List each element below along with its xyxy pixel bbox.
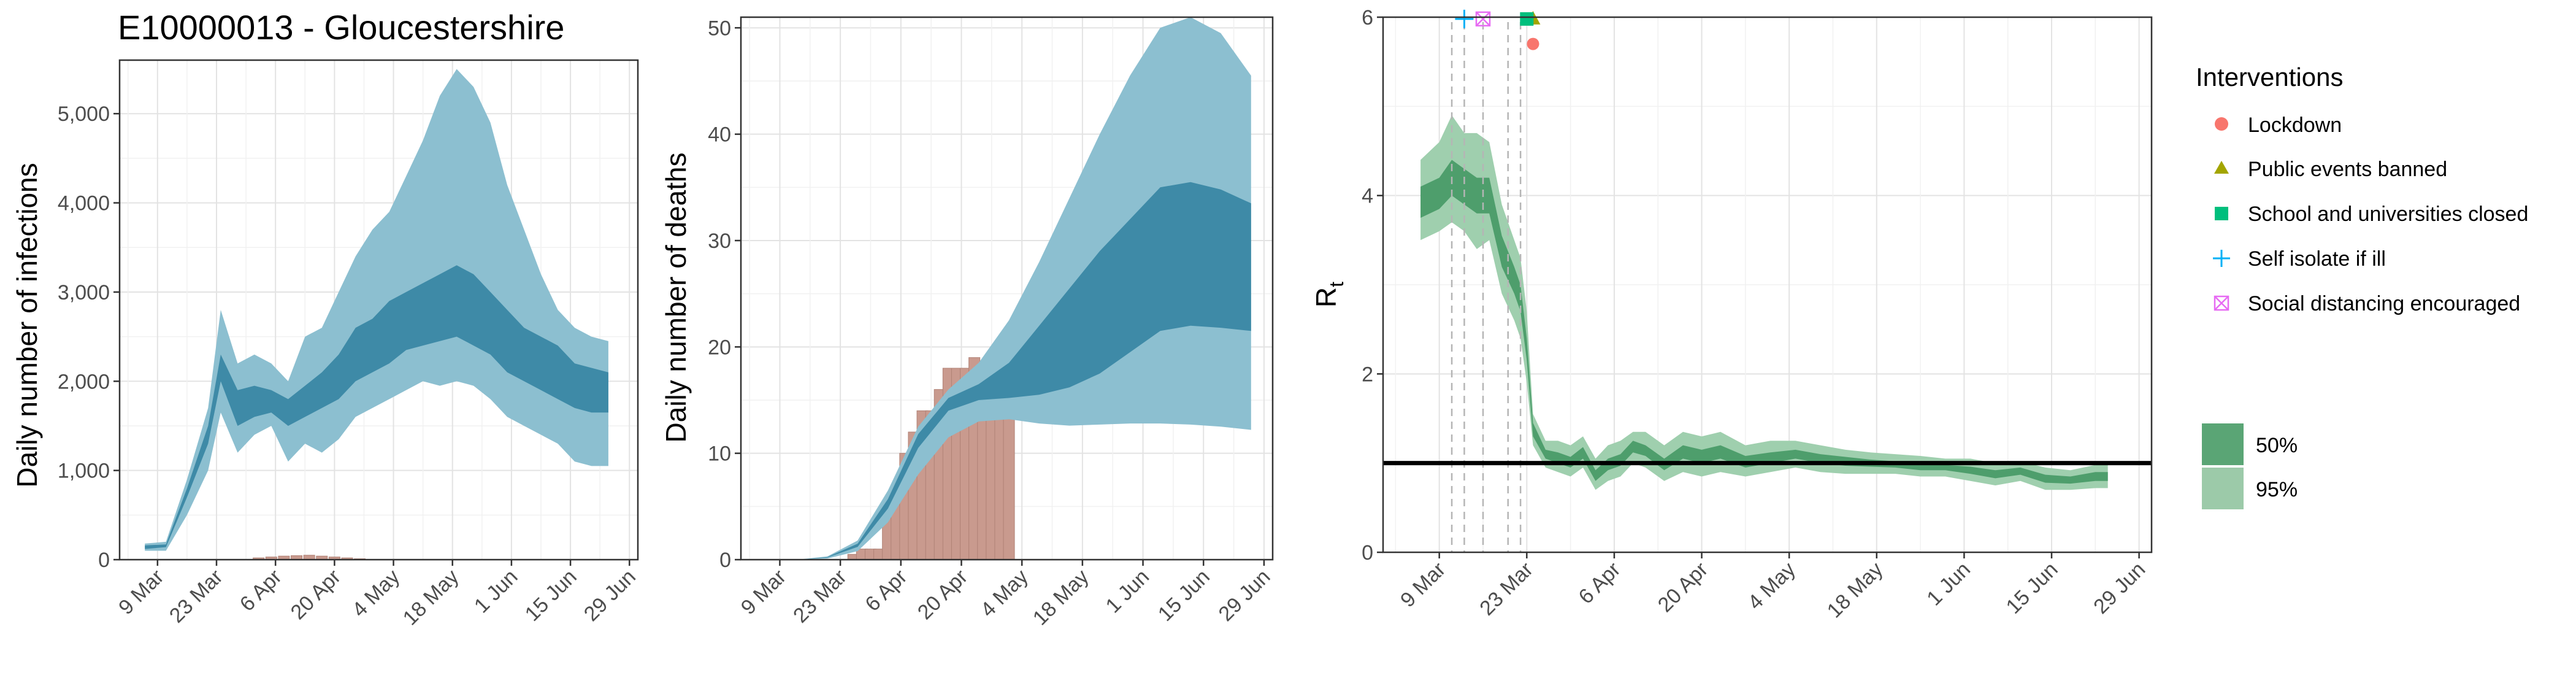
infections-panel-border xyxy=(118,59,639,561)
deaths-x-tick-label: 15 Jun xyxy=(1154,565,1214,626)
rt-ci95-band xyxy=(1420,115,2108,490)
deaths-x-tick-label: 6 Apr xyxy=(861,565,911,616)
deaths-x-tick-label: 18 May xyxy=(1029,565,1094,630)
deaths-observed-bar xyxy=(1003,399,1015,560)
infections-x-tick-label: 20 Apr xyxy=(286,565,345,624)
infections-y-tick-label: 3,000 xyxy=(58,281,110,304)
rt-panel-border xyxy=(1382,16,2153,554)
infections-ci95-band xyxy=(145,69,608,551)
deaths-y-axis-label: Daily number of deaths xyxy=(660,152,692,442)
deaths-y-tick-label: 20 xyxy=(708,336,731,359)
rt-y-tick-label: 0 xyxy=(1362,541,1373,565)
infections-x-tick-label: 23 Mar xyxy=(165,565,228,628)
rt-y-tick-label: 2 xyxy=(1362,363,1373,386)
legend-ci-95-swatch xyxy=(2202,468,2244,509)
legend-lockdown-label: Lockdown xyxy=(2248,114,2342,137)
deaths-y-tick-label: 30 xyxy=(708,230,731,253)
deaths-x-tick-label: 20 Apr xyxy=(913,565,972,624)
infections-x-tick-label: 9 Mar xyxy=(114,565,168,619)
legend-self-isolate-label: Self isolate if ill xyxy=(2248,247,2386,271)
infections-y-tick-label: 4,000 xyxy=(58,192,110,215)
legend-schools-marker xyxy=(2215,207,2228,220)
rt-y-tick-label: 4 xyxy=(1362,185,1373,208)
legend-ci-50-swatch xyxy=(2202,423,2244,465)
rt-x-tick-label: 1 Jun xyxy=(1922,558,1975,611)
infections-x-tick-label: 18 May xyxy=(399,565,464,630)
legend-social-distancing-marker xyxy=(2214,295,2229,311)
infections-y-axis-label: Daily number of infections xyxy=(11,163,43,487)
deaths-x-tick-label: 29 Jun xyxy=(1214,565,1275,626)
legend-ci-95: 95% xyxy=(2202,468,2298,509)
legend-item-schools: School and universities closed xyxy=(2215,203,2528,226)
deaths-ci50-band xyxy=(767,182,1251,560)
infections-x-tick-label: 29 Jun xyxy=(580,565,640,626)
legend-ci-95-label: 95% xyxy=(2256,478,2298,501)
legend-ci-50-label: 50% xyxy=(2256,434,2298,457)
rt-y-axis-label: Rt xyxy=(1310,282,1347,307)
intervention-marker xyxy=(1527,37,1539,50)
legend-item-social-distancing: Social distancing encouraged xyxy=(2214,292,2520,315)
figure-title: E10000013 - Gloucestershire xyxy=(118,8,564,47)
infections-x-tick-label: 4 May xyxy=(348,565,404,622)
infections-y-tick-label: 1,000 xyxy=(58,460,110,483)
intervention-marker xyxy=(1475,11,1491,27)
legend-ci-50: 50% xyxy=(2202,423,2298,465)
rt-x-tick-label: 15 Jun xyxy=(2002,558,2063,619)
legend-public-events-marker xyxy=(2214,161,2229,174)
rt-x-tick-label: 18 May xyxy=(1823,558,1888,623)
infections-y-tick-label: 5,000 xyxy=(58,102,110,126)
deaths-ci95-band xyxy=(767,17,1251,560)
deaths-y-tick-label: 10 xyxy=(708,442,731,466)
rt-x-tick-label: 20 Apr xyxy=(1654,558,1712,617)
rt-ci50-band xyxy=(1420,160,2108,484)
legend-self-isolate-marker xyxy=(2213,250,2230,267)
legend-title: Interventions xyxy=(2196,63,2343,91)
deaths-y-tick-label: 40 xyxy=(708,123,731,147)
infections-y-tick-label: 2,000 xyxy=(58,370,110,393)
deaths-x-tick-label: 9 Mar xyxy=(737,565,791,619)
infections-x-tick-label: 6 Apr xyxy=(236,565,286,616)
legend-item-self-isolate: Self isolate if ill xyxy=(2213,247,2386,271)
infections-x-tick-label: 15 Jun xyxy=(521,565,581,626)
deaths-panel-border xyxy=(740,16,1274,561)
infections-y-tick-label: 0 xyxy=(98,549,110,572)
intervention-marker xyxy=(1455,9,1474,28)
deaths-x-tick-label: 1 Jun xyxy=(1102,565,1154,618)
legend-item-lockdown: Lockdown xyxy=(2215,114,2342,137)
deaths-y-tick-label: 0 xyxy=(719,549,731,572)
deaths-x-tick-label: 23 Mar xyxy=(789,565,851,628)
rt-y-axis-label-main: R xyxy=(1310,287,1342,307)
rt-x-tick-label: 6 Apr xyxy=(1574,558,1625,609)
rt-y-axis-label-sub: t xyxy=(1325,282,1347,287)
legend: Interventions Lockdown Public events ban… xyxy=(2196,63,2528,509)
rt-x-tick-label: 29 Jun xyxy=(2089,558,2150,619)
deaths-x-tick-label: 4 May xyxy=(976,565,1032,622)
intervention-marker xyxy=(1520,12,1534,26)
legend-lockdown-marker xyxy=(2215,117,2228,131)
infections-x-tick-label: 1 Jun xyxy=(470,565,523,618)
legend-item-public-events: Public events banned xyxy=(2214,158,2447,181)
rt-x-tick-label: 9 Mar xyxy=(1396,558,1450,612)
legend-schools-label: School and universities closed xyxy=(2248,203,2528,226)
legend-public-events-label: Public events banned xyxy=(2248,158,2447,181)
rt-y-tick-label: 6 xyxy=(1362,6,1373,29)
infections-ci50-band xyxy=(145,265,608,549)
rt-x-tick-label: 4 May xyxy=(1743,558,1800,614)
rt-panel: 0 2 4 6 9 Mar 23 Mar 6 Apr 20 Apr 4 May 18 May 1 J… xyxy=(1362,6,2153,623)
legend-social-distancing-label: Social distancing encouraged xyxy=(2248,292,2520,315)
rt-x-tick-label: 23 Mar xyxy=(1475,558,1538,620)
deaths-y-tick-label: 50 xyxy=(708,17,731,40)
